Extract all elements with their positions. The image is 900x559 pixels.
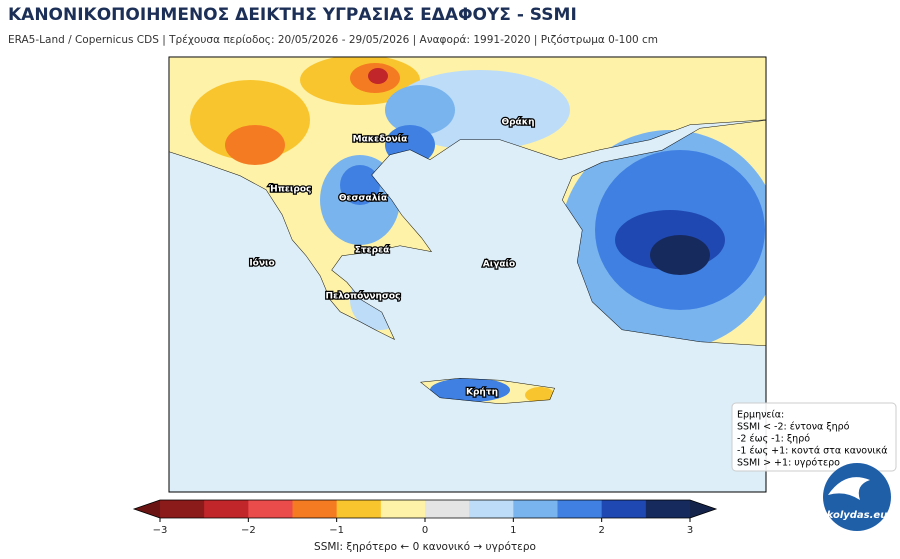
legend-item: SSMI > +1: υγρότερο xyxy=(737,458,840,469)
logo-text: kolydas.eu xyxy=(827,510,888,521)
region-label: Στερεά xyxy=(355,246,390,256)
colorbar-label: SSMI: ξηρότερο ← 0 κανονικό → υγρότερο xyxy=(314,541,536,553)
subtitle: ERA5-Land / Copernicus CDS | Τρέχουσα πε… xyxy=(8,34,658,46)
region-label: Πελοπόννησος xyxy=(326,291,401,302)
colorbar-segment xyxy=(292,500,338,518)
legend-item: -2 έως -1: ξηρό xyxy=(737,434,810,445)
colorbar-segment xyxy=(160,500,205,518)
region-label: Θράκη xyxy=(501,118,534,128)
logo: kolydas.eu xyxy=(823,463,891,531)
colorbar-segment xyxy=(336,500,382,518)
colorbar-segment xyxy=(248,500,293,518)
colorbar-tick-label: 3 xyxy=(687,525,693,536)
map: Μακεδονία Θράκη Ήπειρος Θεσσαλία Στερεά … xyxy=(168,56,767,493)
region-label: Θεσσαλία xyxy=(339,193,387,204)
colorbar-tick-label: −3 xyxy=(153,525,168,536)
legend: Ερμηνεία: SSMI < -2: έντονα ξηρό-2 έως -… xyxy=(731,402,897,472)
colorbar-tick-label: −1 xyxy=(329,525,344,536)
colorbar-extend xyxy=(134,500,160,518)
colorbar-tick-label: 2 xyxy=(598,525,604,536)
colorbar-segment xyxy=(601,500,647,518)
colorbar-segment xyxy=(204,500,249,518)
title: ΚΑΝΟΝΙΚΟΠΟΙΗΜΕΝΟΣ ΔΕΙΚΤΗΣ ΥΓΡΑΣΙΑΣ ΕΔΑΦΟ… xyxy=(8,5,577,25)
region-label: Μακεδονία xyxy=(353,134,408,145)
region-label: Ιόνιο xyxy=(249,258,274,269)
colorbar-segment xyxy=(469,500,514,518)
colorbar-segment xyxy=(425,500,470,518)
colorbar-extend xyxy=(690,500,716,518)
colorbar-segment xyxy=(380,500,426,518)
region-label: Κρήτη xyxy=(466,388,498,398)
colorbar-tick-label: 1 xyxy=(510,525,516,536)
legend-item: -1 έως +1: κοντά στα κανονικά xyxy=(737,446,888,457)
legend-item: SSMI < -2: έντονα ξηρό xyxy=(737,422,850,433)
colorbar: −3 −2 −1 0 1 2 3 xyxy=(132,499,718,536)
colorbar-segment xyxy=(557,500,603,518)
colorbar-tick-label: 0 xyxy=(422,525,428,536)
region-label: Ήπειρος xyxy=(268,185,312,195)
colorbar-tick-label: −2 xyxy=(241,525,256,536)
legend-title: Ερμηνεία: xyxy=(737,410,784,421)
region-label: Αιγαίο xyxy=(483,259,515,270)
colorbar-segment xyxy=(645,500,691,518)
colorbar-segment xyxy=(513,500,558,518)
